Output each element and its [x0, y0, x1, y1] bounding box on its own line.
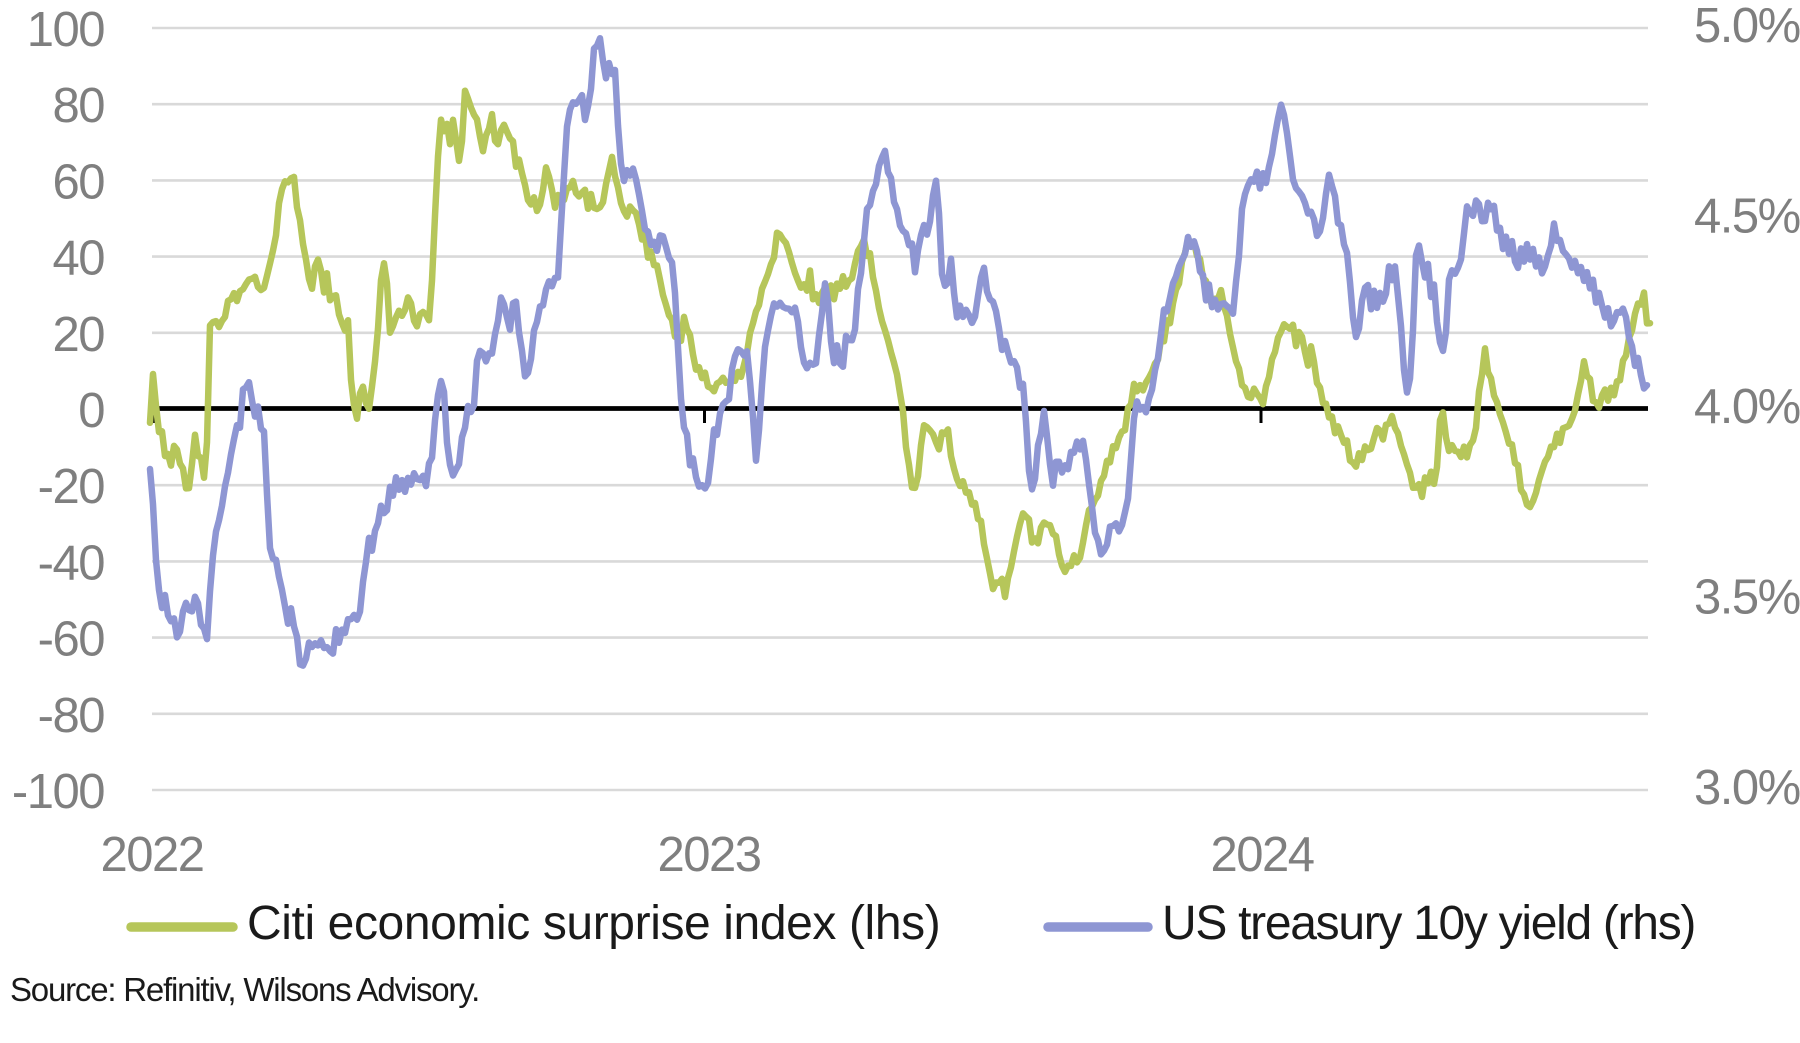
svg-text:-20: -20 — [38, 460, 105, 514]
svg-text:Citi economic surprise index (: Citi economic surprise index (lhs) — [247, 897, 940, 950]
svg-text:-100: -100 — [12, 765, 104, 819]
svg-text:US treasury 10y yield (rhs): US treasury 10y yield (rhs) — [1162, 897, 1695, 950]
svg-text:80: 80 — [52, 79, 104, 133]
svg-text:3.0%: 3.0% — [1694, 761, 1800, 815]
svg-text:4.5%: 4.5% — [1694, 190, 1800, 244]
svg-text:2024: 2024 — [1210, 828, 1313, 882]
svg-text:40: 40 — [52, 232, 104, 286]
svg-text:60: 60 — [52, 155, 104, 209]
svg-text:0: 0 — [78, 384, 104, 438]
svg-text:2023: 2023 — [657, 828, 760, 882]
svg-text:20: 20 — [52, 308, 104, 362]
svg-text:3.5%: 3.5% — [1694, 571, 1800, 625]
svg-text:-60: -60 — [38, 613, 105, 667]
svg-text:2022: 2022 — [100, 828, 203, 882]
svg-text:-80: -80 — [38, 689, 105, 743]
svg-text:5.0%: 5.0% — [1694, 0, 1800, 53]
svg-text:4.0%: 4.0% — [1694, 380, 1800, 434]
svg-text:100: 100 — [27, 3, 105, 57]
svg-text:Source: Refinitiv, Wilsons Adv: Source: Refinitiv, Wilsons Advisory. — [10, 971, 479, 1008]
svg-text:-40: -40 — [38, 536, 105, 590]
